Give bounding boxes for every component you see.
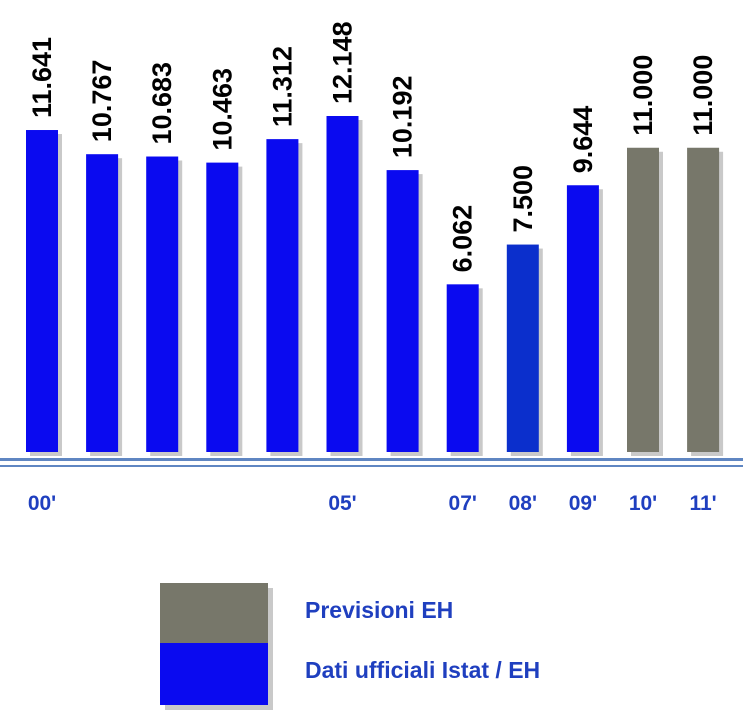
bar-08 (506, 244, 539, 452)
value-label-8: 7.500 (508, 165, 538, 233)
bar-07 (446, 284, 479, 452)
value-label-1: 10.767 (87, 60, 117, 143)
tick-label-11: 11' (689, 492, 716, 515)
bar-06 (386, 170, 419, 452)
bar-10 (627, 147, 659, 452)
legend-item-official: Dati ufficiali Istat / EH (160, 643, 720, 713)
bar-00 (26, 130, 58, 452)
value-label-0: 11.641 (27, 37, 57, 118)
tick-label-9: 09' (569, 492, 597, 515)
legend-item-forecast: Previsioni EH (160, 583, 720, 653)
value-label-9: 9.644 (568, 106, 598, 174)
bars-group (26, 116, 724, 457)
value-label-10: 11.000 (628, 55, 658, 136)
value-label-11: 11.000 (688, 55, 718, 136)
x-axis-line-bottom (0, 465, 743, 467)
tick-label-5: 05' (328, 492, 356, 515)
x-axis (0, 458, 743, 467)
legend-swatch-official (160, 643, 268, 705)
legend-swatch-forecast (160, 583, 268, 645)
bar-03 (206, 162, 239, 452)
tick-label-0: 00' (28, 492, 56, 515)
value-label-3: 10.463 (207, 68, 237, 151)
bar-02 (146, 156, 179, 452)
bar-04 (266, 139, 299, 453)
tick-labels-group: 00' 05' 07' 08' 09' 10' 11' (28, 492, 717, 515)
legend-label-forecast: Previsioni EH (305, 597, 454, 623)
value-label-5: 12.148 (328, 21, 358, 104)
bar-11 (687, 147, 720, 452)
value-label-2: 10.683 (147, 62, 177, 145)
value-label-4: 11.312 (267, 46, 297, 127)
value-label-7: 6.062 (448, 205, 478, 273)
bar-05 (326, 116, 359, 452)
value-label-6: 10.192 (388, 76, 418, 159)
legend-label-official: Dati ufficiali Istat / EH (305, 657, 541, 683)
value-labels-group: 11.641 10.767 10.683 10.463 11.312 12.148 10.1… (27, 21, 718, 272)
bar-chart: 11.641 10.767 10.683 10.463 11.312 12.148 10.1… (0, 21, 743, 515)
bar-01 (86, 154, 119, 452)
tick-label-7: 07' (449, 492, 477, 515)
tick-label-10: 10' (629, 492, 657, 515)
x-axis-line-top (0, 458, 743, 461)
bar-09 (566, 185, 599, 453)
tick-label-8: 08' (509, 492, 537, 515)
